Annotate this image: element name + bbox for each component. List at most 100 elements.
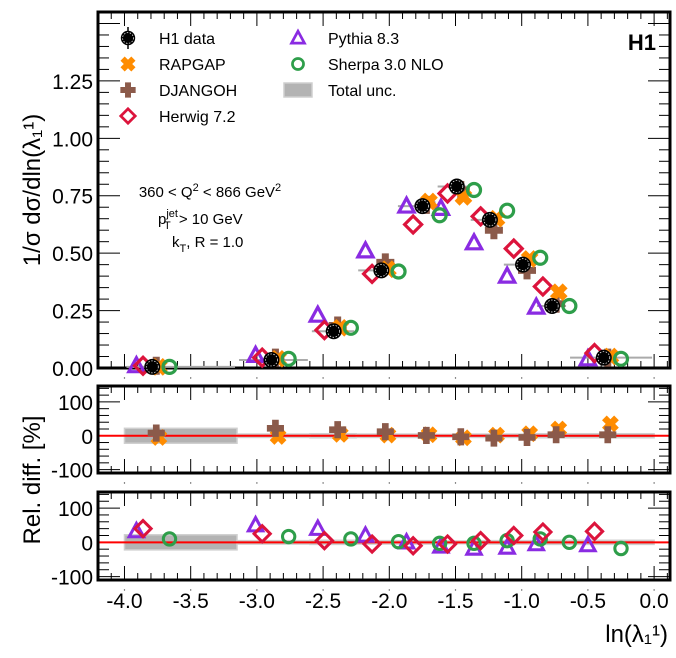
x-tick-label: -3.0: [239, 590, 275, 613]
ratio-point-djangoh: [376, 423, 394, 441]
h1-logo: H1: [628, 30, 656, 55]
x-tick-label: -3.5: [173, 590, 209, 613]
main-panel: 0.00 0.25 0.50 0.75 1.00 1.25: [52, 10, 672, 381]
x-tick-label: 0.0: [640, 590, 669, 613]
ratio-panel-top: -100 0 100: [51, 384, 672, 484]
point-pythia-8-3: [307, 303, 329, 323]
ratio-point-herwig-7-2: [437, 533, 458, 555]
point-sherpa-3-0-nlo: [342, 319, 359, 336]
point-sherpa-3-0-nlo-ring: [342, 319, 359, 336]
point-sherpa-3-0-nlo: [499, 202, 516, 219]
ratio-point-herwig-7-2-dia: [314, 530, 335, 551]
bot-xtick-dot: [521, 589, 523, 591]
bot-xtick-dot: [653, 589, 655, 591]
point-h1-data-ring: [450, 180, 464, 193]
main-ytick-label: 1.00: [52, 128, 93, 151]
point-sherpa-3-0-nlo: [532, 249, 549, 266]
bot-xtick-dot: [587, 589, 589, 591]
ratio-point-pythia-8-3-tri: [578, 534, 598, 553]
point-h1-data: [144, 358, 161, 375]
point-h1-data-ring: [597, 351, 611, 365]
legend-label: Sherpa 3.0 NLO: [328, 57, 444, 74]
point-sherpa-3-0-nlo: [465, 181, 483, 199]
mid-xtick-dot: [388, 482, 390, 484]
ratio-point-djangoh: [485, 429, 503, 447]
point-h1-data: [263, 351, 280, 368]
legend-entry-pythia-8-3: Pythia 8.3: [289, 28, 399, 48]
ratio-point-djangoh-plus: [147, 424, 165, 442]
ratio-point-djangoh-plus: [452, 428, 470, 446]
ratio-point-sherpa-3-0-nlo-ring: [161, 531, 178, 547]
legend-swatch-total-unc: [283, 82, 313, 98]
ratio-point-sherpa-3-0-nlo: [161, 531, 178, 547]
point-pythia-8-3: [126, 354, 147, 374]
point-pythia-8-3: [463, 231, 485, 251]
legend-marker-h1-data-dot: [120, 30, 136, 46]
ratio-point-djangoh-plus: [266, 419, 284, 437]
bot-xtick-dot: [454, 589, 457, 591]
ratio-point-sherpa-3-0-nlo: [613, 540, 629, 557]
ratio-point-herwig-7-2-dia: [437, 533, 458, 555]
ratio-point-sherpa-3-0-nlo: [280, 528, 297, 545]
point-h1-data: [325, 323, 342, 340]
legend-marker-x: [120, 56, 136, 72]
bot-xtick-dot: [123, 589, 126, 591]
ratio-point-pythia-8-3: [308, 517, 328, 536]
point-h1-data-dot: [544, 297, 561, 314]
ratio-point-djangoh: [147, 424, 165, 442]
x-tick-label: -4.0: [106, 590, 142, 613]
legend-label: Herwig 7.2: [159, 109, 236, 126]
mid-xtick-dot: [587, 482, 589, 484]
ratio-point-djangoh-plus: [329, 421, 347, 439]
point-herwig-7-2-dia: [502, 237, 525, 260]
mid-xtick-dot: [189, 482, 192, 484]
ratio-point-djangoh: [547, 426, 565, 444]
main-ytick-label: 0.75: [52, 186, 93, 209]
x-tick-label: -2.0: [371, 590, 407, 613]
point-rapgap: [549, 283, 568, 302]
point-sherpa-3-0-nlo-ring: [280, 350, 297, 367]
x-tick-label: -1.5: [437, 590, 473, 613]
point-herwig-7-2: [583, 342, 606, 364]
point-h1-data-dot: [144, 358, 161, 375]
ratio-point-sherpa-3-0-nlo-ring: [431, 535, 448, 552]
point-h1-data-ring: [145, 360, 159, 374]
point-h1-data-dot: [515, 256, 532, 273]
bot-xtick-dot: [388, 589, 390, 591]
point-h1-data: [373, 262, 390, 279]
mid-xtick-dot: [521, 482, 523, 484]
ratio-point-herwig-7-2-dia: [584, 521, 605, 542]
point-pythia-8-3-tri: [355, 239, 376, 259]
point-h1-data: [414, 198, 431, 215]
mid-frame: [96, 384, 672, 475]
point-h1-data-ring: [516, 258, 530, 271]
legend: H1 data RAPGAP DJANGOH Herwig 7.2 Pythia 8.3…: [118, 27, 444, 126]
ratio-point-herwig-7-2-dia: [132, 518, 154, 539]
legend-marker: [289, 28, 307, 45]
point-sherpa-3-0-nlo-ring: [465, 181, 483, 199]
point-pythia-8-3-tri: [396, 194, 417, 214]
main-ytick-label: 0.00: [52, 358, 93, 381]
point-pythia-8-3: [430, 197, 452, 216]
bot-frame: [96, 490, 672, 582]
mid-xtick-dot: [123, 482, 126, 484]
legend-marker-tri: [289, 28, 307, 45]
ratio-point-herwig-7-2-dia: [402, 535, 424, 556]
legend-marker: [118, 106, 138, 126]
ratio-point-sherpa-3-0-nlo: [561, 534, 578, 551]
point-h1-data: [544, 297, 561, 314]
legend-marker-dia: [118, 106, 138, 126]
mid-xtick-dot: [653, 482, 655, 484]
ratio-point-pythia-8-3: [578, 534, 598, 553]
x-axis-title: ln(λ₁¹): [605, 621, 668, 648]
bot-ytick-label: -100: [51, 567, 93, 590]
ratio-point-herwig-7-2-dia: [361, 533, 383, 555]
ratio-point-sherpa-3-0-nlo-ring: [532, 531, 548, 547]
point-h1-data-dot: [325, 323, 342, 340]
point-herwig-7-2-dia: [532, 275, 554, 298]
point-pythia-8-3: [496, 264, 518, 284]
legend-entry-rapgap: RAPGAP: [120, 56, 226, 74]
legend-marker-ring: [291, 57, 305, 71]
ratio-point-djangoh: [599, 426, 617, 444]
